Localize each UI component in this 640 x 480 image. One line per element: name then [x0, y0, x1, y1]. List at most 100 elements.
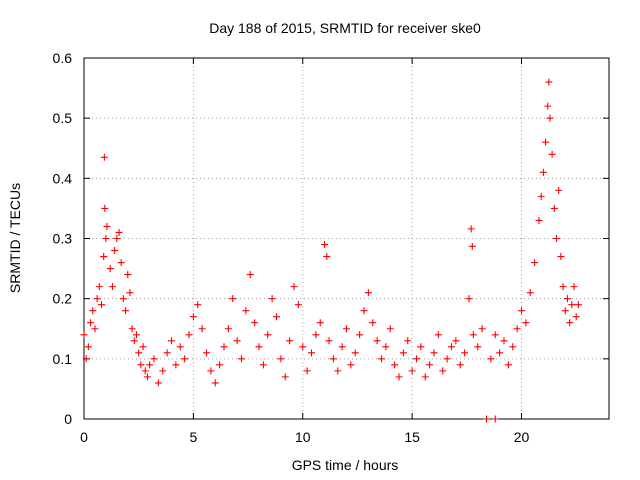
data-point: [360, 307, 368, 315]
data-point: [135, 349, 143, 357]
data-point: [100, 153, 108, 161]
data-point: [259, 361, 267, 369]
data-point: [203, 349, 210, 357]
data-point: [89, 307, 97, 315]
data-point: [181, 355, 189, 363]
data-point: [106, 265, 114, 273]
data-point: [207, 367, 215, 375]
data-points: [80, 78, 582, 423]
data-point: [509, 343, 517, 351]
y-tick-label: 0.5: [53, 110, 73, 126]
data-point: [286, 337, 294, 345]
data-point: [82, 355, 90, 363]
data-point: [404, 337, 412, 345]
data-point: [391, 361, 399, 369]
data-point: [513, 325, 521, 333]
data-point: [421, 373, 429, 381]
data-point: [382, 343, 390, 351]
data-point: [474, 343, 482, 351]
data-point: [395, 373, 403, 381]
data-point: [194, 301, 202, 309]
data-point: [198, 325, 206, 333]
data-point: [373, 337, 381, 345]
data-point: [168, 337, 175, 345]
data-point: [303, 367, 311, 375]
data-point: [456, 361, 464, 369]
data-point: [128, 325, 136, 333]
data-point: [550, 204, 558, 212]
data-point: [563, 295, 571, 303]
data-point: [211, 379, 219, 387]
data-point: [500, 337, 508, 345]
data-point: [103, 222, 111, 230]
data-point: [535, 216, 543, 224]
data-point: [146, 361, 154, 369]
data-point: [264, 331, 272, 339]
data-point: [143, 373, 151, 381]
data-point: [545, 78, 553, 86]
data-point: [133, 331, 140, 339]
data-point: [111, 247, 119, 255]
data-point: [568, 301, 576, 309]
data-point: [408, 367, 416, 375]
data-point: [491, 331, 499, 339]
data-point: [87, 319, 95, 327]
data-point: [329, 355, 337, 363]
data-point: [124, 271, 132, 279]
data-point: [176, 343, 184, 351]
data-point: [364, 289, 372, 297]
data-point: [378, 355, 385, 363]
data-point: [399, 349, 407, 357]
data-point: [150, 355, 158, 363]
data-point: [542, 138, 550, 146]
data-point: [351, 349, 359, 357]
data-point: [119, 295, 127, 303]
data-point: [91, 325, 99, 333]
x-axis-label: GPS time / hours: [292, 457, 399, 473]
data-point: [185, 331, 193, 339]
chart-title: Day 188 of 2015, SRMTID for receiver ske…: [209, 20, 481, 36]
data-point: [113, 235, 121, 242]
data-point: [102, 235, 110, 242]
data-point: [117, 259, 125, 267]
data-point: [159, 367, 167, 375]
data-point: [559, 283, 567, 291]
data-point: [312, 331, 320, 339]
data-point: [233, 337, 241, 345]
data-point: [299, 343, 307, 351]
data-point: [347, 361, 355, 369]
data-point: [468, 242, 476, 250]
data-point: [557, 253, 565, 261]
data-point: [229, 295, 237, 303]
data-point: [268, 295, 276, 303]
data-point: [238, 355, 245, 363]
data-point: [80, 331, 88, 339]
data-point: [93, 295, 101, 303]
data-point: [566, 319, 574, 327]
data-point: [526, 289, 534, 297]
data-point: [154, 379, 162, 387]
data-point: [439, 367, 447, 375]
y-tick-label: 0.6: [53, 50, 73, 66]
data-point: [467, 225, 475, 233]
data-point: [137, 361, 145, 369]
y-tick-label: 0.1: [53, 351, 73, 367]
data-point: [465, 295, 473, 303]
data-point: [281, 373, 289, 381]
data-point: [483, 415, 490, 423]
data-point: [430, 349, 438, 357]
y-tick-label: 0.2: [53, 291, 73, 307]
data-point: [316, 319, 324, 327]
data-point: [343, 325, 350, 333]
data-point: [413, 355, 420, 363]
data-point: [216, 361, 224, 369]
data-point: [290, 283, 298, 291]
data-point: [95, 283, 103, 291]
y-tick-label: 0: [64, 411, 72, 427]
y-axis-label: SRMTID / TECUs: [7, 183, 23, 293]
data-point: [189, 313, 197, 321]
data-point: [130, 337, 138, 345]
data-point: [443, 355, 451, 363]
data-point: [115, 228, 123, 236]
